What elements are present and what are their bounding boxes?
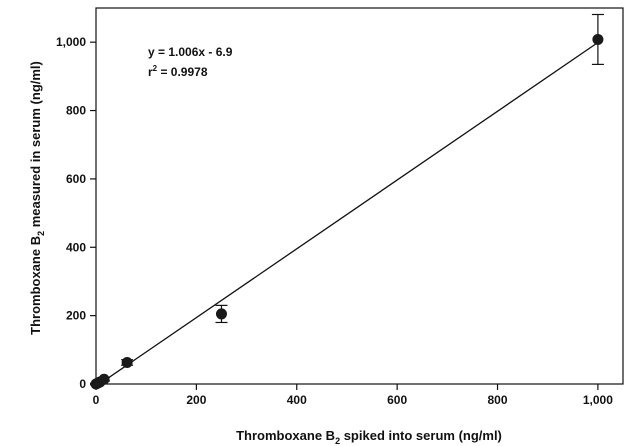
x-tick-label: 0 bbox=[93, 393, 100, 407]
y-tick-label: 1,000 bbox=[56, 35, 86, 49]
axes bbox=[95, 7, 624, 385]
data-point bbox=[592, 33, 604, 45]
x-tick-label: 400 bbox=[287, 393, 307, 407]
y-axis-label: Thromboxane B2 measured in serum (ng/ml) bbox=[28, 61, 46, 335]
data-point bbox=[98, 373, 110, 385]
r-squared-value: = 0.9978 bbox=[157, 65, 208, 79]
r-squared-superscript: 2 bbox=[153, 64, 158, 73]
x-tick-label: 1,000 bbox=[583, 393, 613, 407]
x-ticks: 0 200 400 600 800 1,000 bbox=[93, 384, 613, 407]
y-tick-label: 600 bbox=[66, 172, 86, 186]
y-axis-label-rest: measured in serum (ng/ml) bbox=[28, 61, 43, 231]
y-tick-label: 800 bbox=[66, 104, 86, 118]
x-axis-label-subscript: 2 bbox=[335, 436, 340, 446]
regression-line bbox=[99, 41, 599, 385]
data-point bbox=[215, 308, 227, 320]
x-axis-label: Thromboxane B2 spiked into serum (ng/ml) bbox=[236, 428, 502, 446]
y-tick-label: 0 bbox=[79, 377, 86, 391]
data-point bbox=[121, 356, 133, 368]
y-axis-label-main: Thromboxane B bbox=[28, 236, 43, 335]
data-points bbox=[90, 13, 604, 390]
y-axis-label-subscript: 2 bbox=[36, 231, 46, 236]
y-tick-label: 400 bbox=[66, 240, 86, 254]
y-tick-label: 200 bbox=[66, 309, 86, 323]
x-axis-label-rest: spiked into serum (ng/ml) bbox=[340, 428, 502, 443]
y-ticks: 0 200 400 600 800 1,000 bbox=[56, 35, 96, 391]
r-squared-prefix: r bbox=[148, 65, 153, 79]
x-tick-label: 800 bbox=[488, 393, 508, 407]
plot-frame bbox=[95, 7, 624, 385]
equation-annotation: y = 1.006x - 6.9 bbox=[148, 45, 233, 59]
x-tick-label: 600 bbox=[387, 393, 407, 407]
x-axis-label-main: Thromboxane B bbox=[236, 428, 335, 443]
x-tick-label: 200 bbox=[186, 393, 206, 407]
fit-line-group bbox=[99, 41, 599, 385]
r-squared-annotation: r2 = 0.9978 bbox=[148, 64, 208, 79]
